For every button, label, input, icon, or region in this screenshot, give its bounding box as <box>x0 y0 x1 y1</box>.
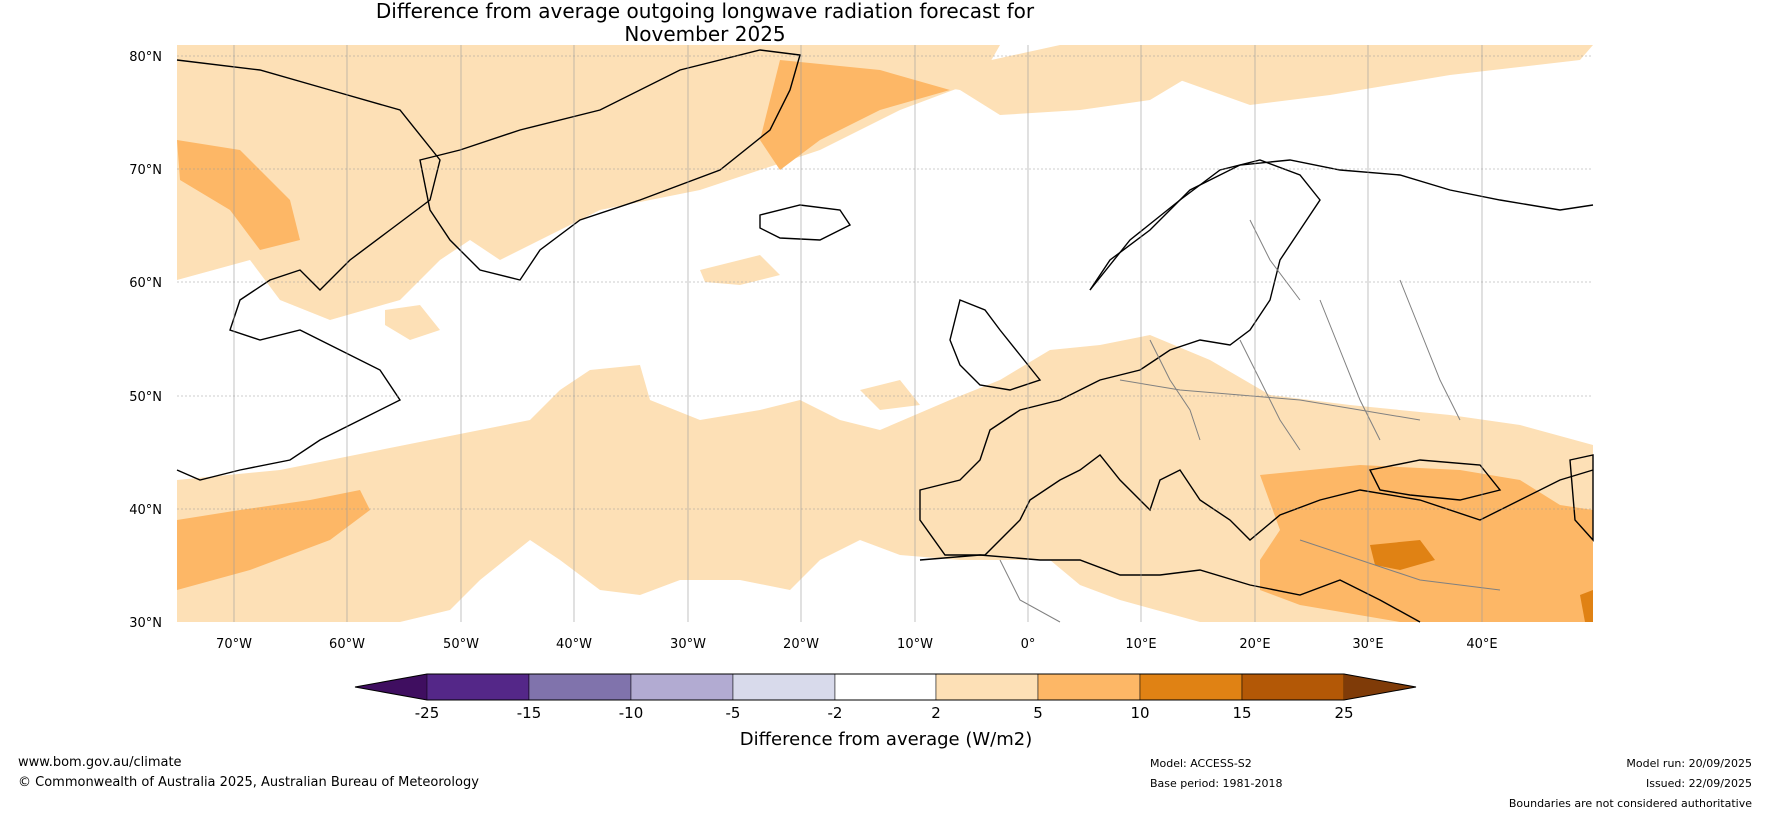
lon-label-0: 0° <box>1021 637 1036 652</box>
colorbar-tick: -5 <box>726 704 741 722</box>
colorbar-segment <box>1139 673 1243 701</box>
disclaimer-text: Boundaries are not considered authoritat… <box>1508 797 1752 810</box>
copyright-text: © Commonwealth of Australia 2025, Austra… <box>18 775 479 790</box>
lon-label-40w: 40°W <box>556 637 592 652</box>
country-borders <box>999 219 1501 623</box>
title-line-2: November 2025 <box>624 22 786 46</box>
anomaly-dark-regions <box>1370 540 1593 622</box>
colorbar-tick: 5 <box>1033 704 1043 722</box>
lon-label-20e: 20°E <box>1239 637 1270 652</box>
lat-label-80: 80°N <box>129 50 162 65</box>
coastlines <box>176 49 1594 623</box>
colorbar-segment <box>528 673 632 701</box>
scandinavia-coast <box>1089 159 1594 291</box>
latitude-labels: 80°N 70°N 60°N 50°N 40°N 30°N <box>129 50 162 631</box>
issued-text: Issued: 22/09/2025 <box>1645 777 1752 790</box>
lon-label-10e: 10°E <box>1125 637 1156 652</box>
colorbar-extend-high <box>1344 674 1416 700</box>
lon-label-40e: 40°E <box>1466 637 1497 652</box>
lon-label-70w: 70°W <box>216 637 252 652</box>
colorbar-segment <box>935 673 1039 701</box>
base-period-text: Base period: 1981-2018 <box>1150 777 1283 790</box>
black-sea-coast <box>1368 459 1502 501</box>
lon-label-50w: 50°W <box>443 637 479 652</box>
lat-label-30: 30°N <box>129 616 162 631</box>
lon-label-30w: 30°W <box>670 637 706 652</box>
colorbar-segment <box>732 673 836 701</box>
colorbar-label: Difference from average (W/m2) <box>740 729 1032 750</box>
lat-label-40: 40°N <box>129 503 162 518</box>
lat-label-50: 50°N <box>129 390 162 405</box>
colorbar-tick: 10 <box>1130 704 1149 722</box>
lon-label-10w: 10°W <box>897 637 933 652</box>
colorbar-tick: -15 <box>517 704 542 722</box>
lon-label-20w: 20°W <box>783 637 819 652</box>
colorbar-tick: 15 <box>1232 704 1251 722</box>
colorbar-segment <box>426 673 530 701</box>
colorbar: -25 -15 -10 -5 -2 2 5 10 15 25 Differenc… <box>354 673 1417 750</box>
colorbar-tick: -2 <box>828 704 843 722</box>
colorbar-tick: 2 <box>931 704 941 722</box>
lon-label-60w: 60°W <box>329 637 365 652</box>
title-line-1: Difference from average outgoing longwav… <box>375 0 1035 23</box>
lat-label-70: 70°N <box>129 163 162 178</box>
iceland-coast <box>759 204 852 241</box>
model-run-text: Model run: 20/09/2025 <box>1626 757 1752 770</box>
colorbar-segment <box>630 673 734 701</box>
lat-label-60: 60°N <box>129 276 162 291</box>
caspian-coast <box>1569 454 1594 542</box>
model-text: Model: ACCESS-S2 <box>1150 757 1252 770</box>
colorbar-extend-low <box>355 674 427 700</box>
website-link[interactable]: www.bom.gov.au/climate <box>18 755 182 770</box>
lon-label-30e: 30°E <box>1352 637 1383 652</box>
british-isles-coast <box>949 299 1042 391</box>
greenland-coast <box>419 49 801 281</box>
colorbar-segment <box>834 673 937 701</box>
colorbar-segment <box>1241 673 1345 701</box>
colorbar-tick: -25 <box>415 704 440 722</box>
graticule <box>177 45 1593 622</box>
map-panel <box>176 45 1594 623</box>
north-africa-coast <box>919 554 1421 623</box>
longitude-labels: 70°W 60°W 50°W 40°W 30°W 20°W 10°W 0° 10… <box>216 637 1498 652</box>
colorbar-segment <box>1037 673 1141 701</box>
europe-coast <box>919 159 1594 556</box>
colorbar-outline <box>354 673 1417 701</box>
colorbar-tick: -10 <box>619 704 644 722</box>
map-title: Difference from average outgoing longwav… <box>0 0 1410 46</box>
colorbar-tick: 25 <box>1334 704 1353 722</box>
canada-coast <box>176 59 441 481</box>
anomaly-mid-regions <box>177 60 1593 622</box>
